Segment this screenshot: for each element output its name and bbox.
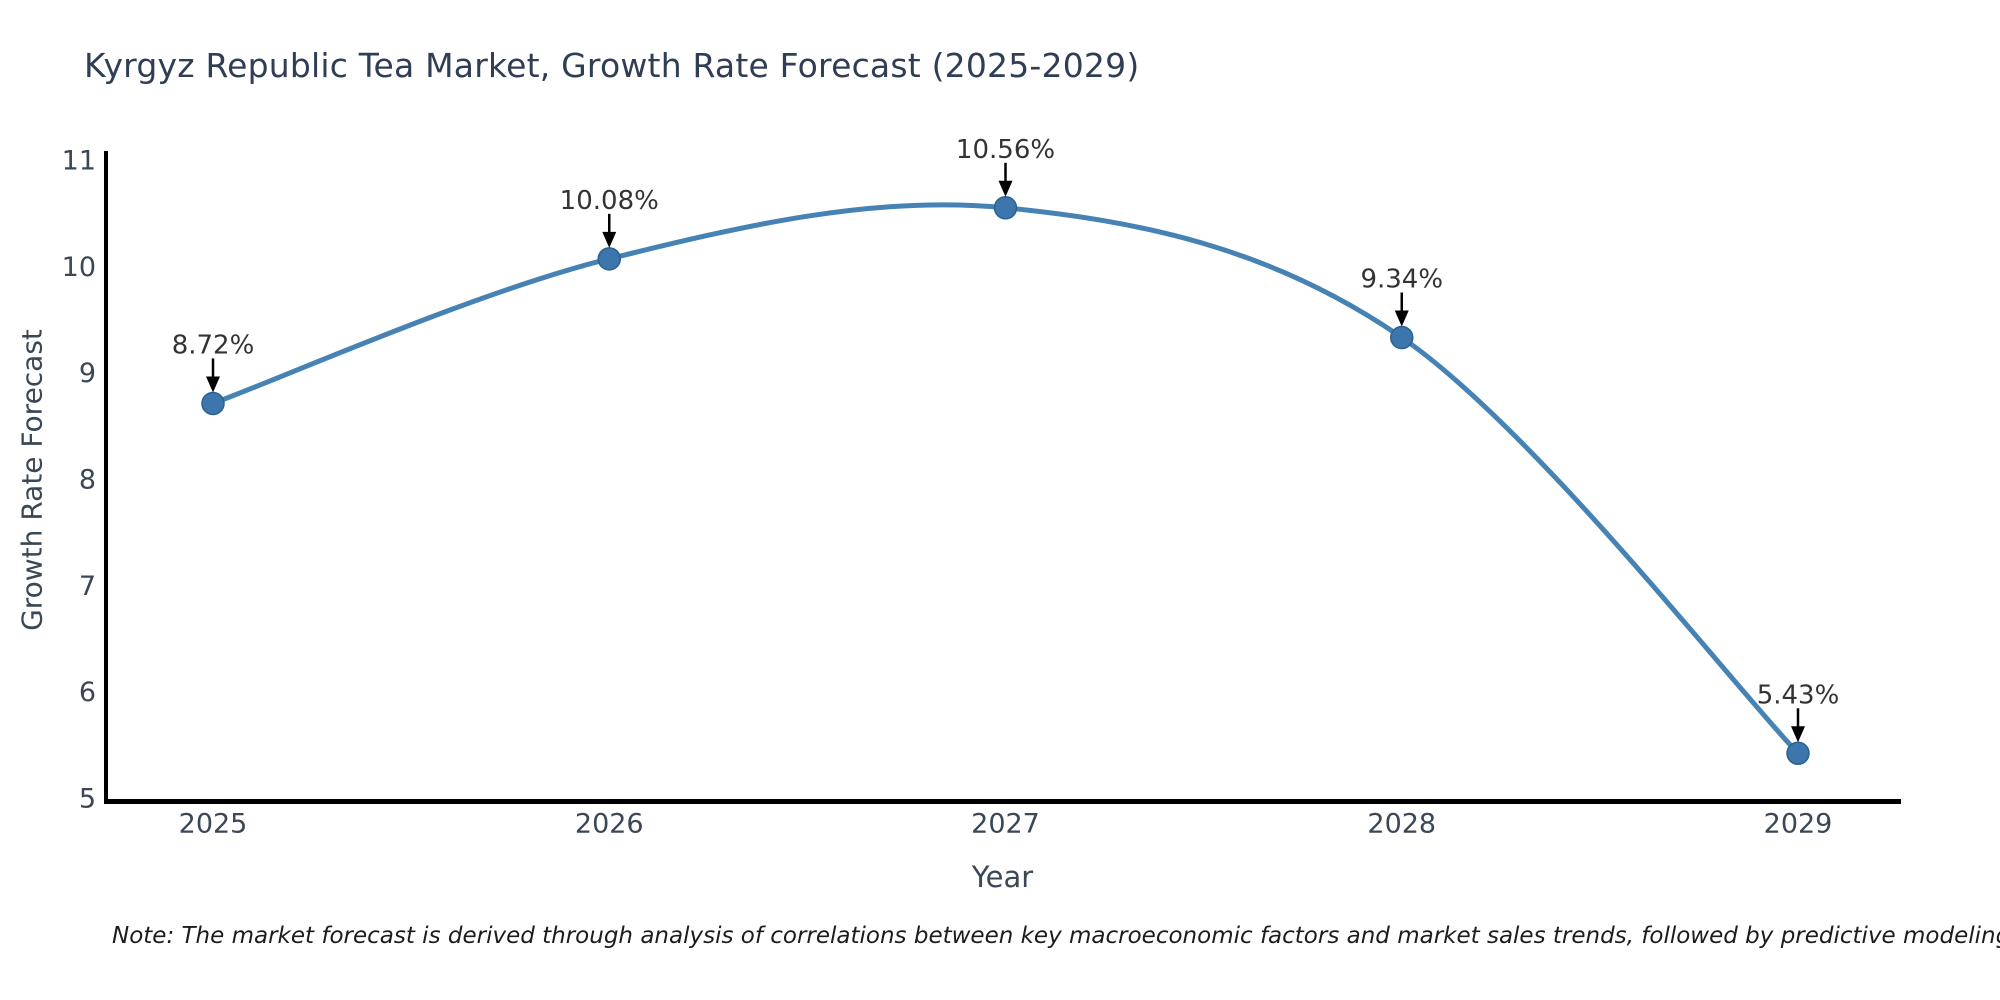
y-axis-spine xyxy=(104,151,108,804)
data-point-2027 xyxy=(993,196,1018,220)
point-label-2028: 9.34% xyxy=(1360,265,1443,295)
x-tick-label: 2028 xyxy=(1367,809,1436,840)
annotation-arrow-head xyxy=(1394,310,1409,327)
y-tick-label: 8 xyxy=(79,465,96,496)
annotation-arrow-head xyxy=(602,231,617,248)
annotation-arrow-head xyxy=(206,376,220,393)
point-label-2025: 8.72% xyxy=(172,330,255,360)
y-tick-label: 7 xyxy=(79,571,96,602)
y-tick-label: 9 xyxy=(79,358,96,389)
y-tick-label: 6 xyxy=(79,677,96,708)
point-label-2027: 10.56% xyxy=(956,135,1055,165)
annotation-arrow-head xyxy=(1791,726,1805,743)
data-point-2025 xyxy=(201,391,225,416)
y-tick-label: 5 xyxy=(79,784,96,815)
y-tick-label: 11 xyxy=(62,146,96,177)
y-tick-label: 10 xyxy=(62,252,96,283)
annotation-arrow-head xyxy=(998,180,1013,197)
footnote: Note: The market forecast is derived thr… xyxy=(112,923,2000,949)
x-tick-label: 2027 xyxy=(971,809,1040,840)
x-axis-spine xyxy=(104,799,1901,804)
data-point-2029 xyxy=(1786,741,1810,766)
forecast-line xyxy=(210,202,1801,756)
point-label-2029: 5.43% xyxy=(1757,680,1840,710)
data-point-2028 xyxy=(1390,325,1414,350)
y-axis-title: Growth Rate Forecast xyxy=(16,329,49,631)
data-point-2026 xyxy=(597,247,621,271)
chart-title: Kyrgyz Republic Tea Market, Growth Rate … xyxy=(84,46,1140,85)
x-tick-label: 2025 xyxy=(179,809,248,840)
point-label-2026: 10.08% xyxy=(560,186,659,216)
x-tick-label: 2029 xyxy=(1764,809,1833,840)
x-axis-title: Year xyxy=(971,860,1033,894)
x-tick-label: 2026 xyxy=(575,809,644,840)
